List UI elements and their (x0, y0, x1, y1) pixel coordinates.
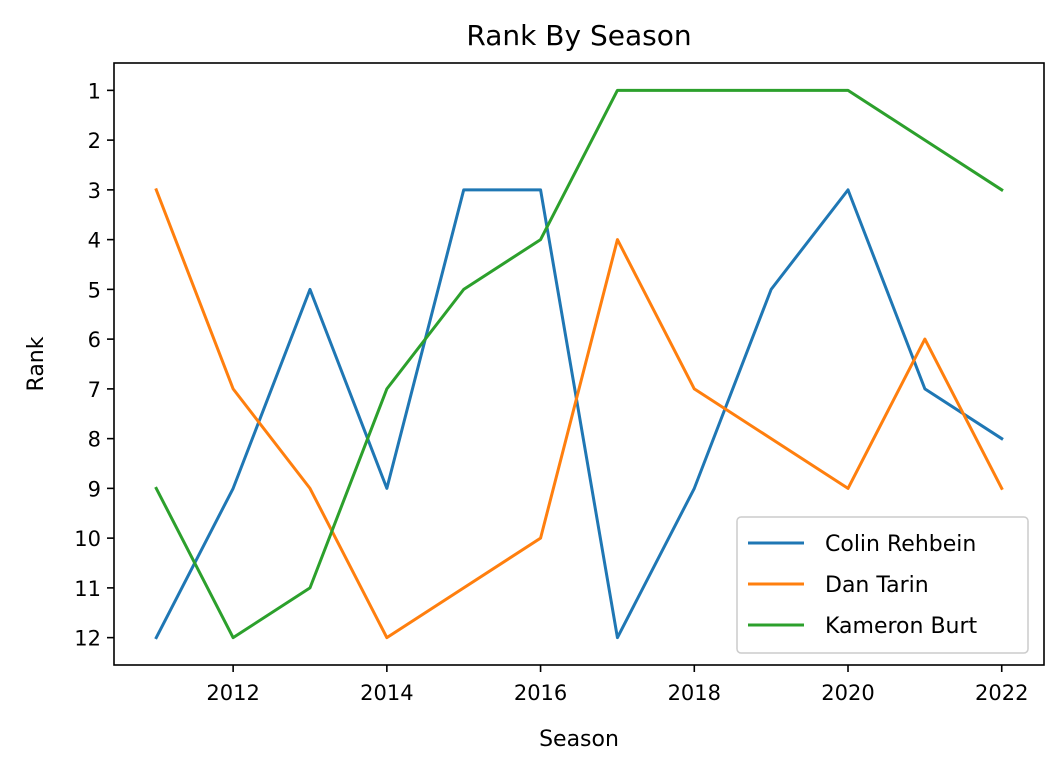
x-tick-label: 2014 (360, 681, 413, 705)
y-axis-label: Rank (24, 336, 49, 391)
x-tick-label: 2022 (975, 681, 1028, 705)
legend-label: Kameron Burt (825, 614, 978, 639)
y-tick-label: 11 (74, 577, 101, 601)
y-tick-label: 9 (88, 477, 101, 501)
legend-box (736, 516, 1029, 654)
x-axis-ticks: 2012 2014 2016 2018 2020 2022 (206, 665, 1028, 705)
y-tick-label: 6 (88, 328, 101, 352)
y-tick-label: 12 (74, 627, 101, 651)
chart-title: Rank By Season (466, 19, 691, 52)
x-tick-label: 2020 (821, 681, 874, 705)
x-tick-label: 2018 (668, 681, 721, 705)
x-tick-label: 2016 (514, 681, 567, 705)
y-tick-label: 8 (88, 428, 101, 452)
x-axis-label: Season (539, 727, 619, 752)
legend: Colin Rehbein Dan Tarin Kameron Burt (736, 516, 1029, 654)
series-line-1 (154, 188, 1004, 640)
y-tick-label: 3 (88, 179, 101, 203)
y-tick-label: 10 (74, 527, 101, 551)
series-line-3 (154, 88, 1004, 640)
x-tick-label: 2012 (206, 681, 259, 705)
series-line-2 (154, 187, 1004, 640)
series-layer (154, 88, 1004, 640)
y-tick-label: 2 (88, 129, 101, 153)
plot-frame (113, 62, 1045, 666)
y-tick-label: 4 (88, 229, 101, 253)
y-tick-label: 1 (88, 79, 101, 103)
y-tick-label: 5 (88, 278, 101, 302)
legend-label: Colin Rehbein (825, 532, 976, 557)
y-tick-label: 7 (88, 378, 101, 402)
legend-label: Dan Tarin (825, 573, 929, 598)
